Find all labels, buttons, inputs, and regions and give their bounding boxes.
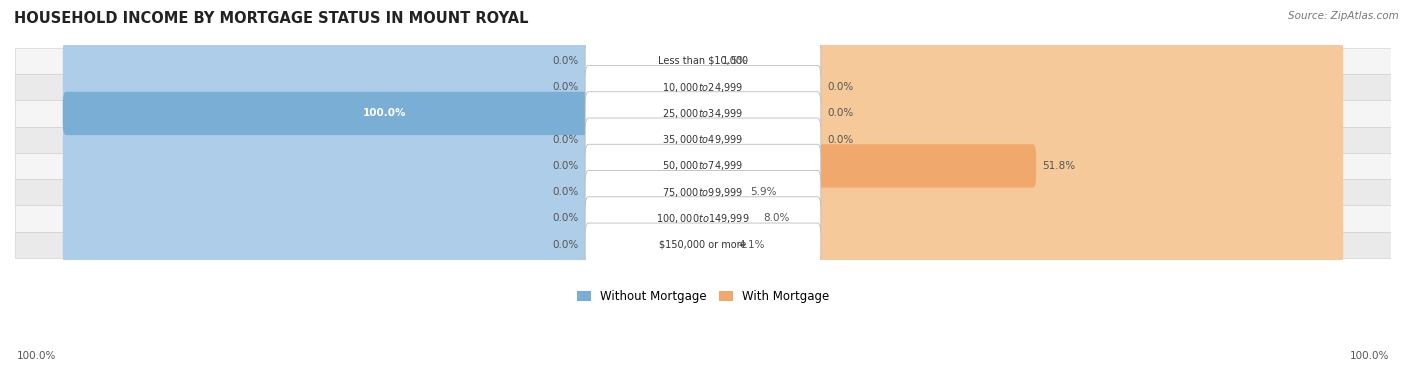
FancyBboxPatch shape bbox=[814, 144, 1343, 188]
Text: 0.0%: 0.0% bbox=[827, 109, 853, 118]
FancyBboxPatch shape bbox=[814, 197, 1343, 240]
Text: 0.0%: 0.0% bbox=[553, 135, 579, 145]
FancyBboxPatch shape bbox=[814, 223, 1343, 266]
Text: HOUSEHOLD INCOME BY MORTGAGE STATUS IN MOUNT ROYAL: HOUSEHOLD INCOME BY MORTGAGE STATUS IN M… bbox=[14, 11, 529, 26]
Text: 0.0%: 0.0% bbox=[553, 56, 579, 66]
Bar bbox=[15, 100, 1391, 127]
FancyBboxPatch shape bbox=[814, 66, 1343, 109]
Text: $35,000 to $49,999: $35,000 to $49,999 bbox=[662, 133, 744, 146]
FancyBboxPatch shape bbox=[63, 197, 592, 240]
Bar bbox=[15, 48, 1391, 74]
Text: $150,000 or more: $150,000 or more bbox=[659, 240, 747, 250]
Text: $100,000 to $149,999: $100,000 to $149,999 bbox=[657, 212, 749, 225]
Text: Less than $10,000: Less than $10,000 bbox=[658, 56, 748, 66]
FancyBboxPatch shape bbox=[700, 223, 733, 266]
Text: 5.9%: 5.9% bbox=[751, 187, 776, 197]
Text: 0.0%: 0.0% bbox=[553, 240, 579, 250]
FancyBboxPatch shape bbox=[585, 197, 821, 240]
Bar bbox=[15, 205, 1391, 231]
FancyBboxPatch shape bbox=[63, 118, 592, 161]
FancyBboxPatch shape bbox=[63, 144, 592, 188]
Text: $50,000 to $74,999: $50,000 to $74,999 bbox=[662, 159, 744, 172]
Bar bbox=[15, 127, 1391, 153]
Text: 51.8%: 51.8% bbox=[1042, 161, 1076, 171]
FancyBboxPatch shape bbox=[63, 92, 706, 135]
FancyBboxPatch shape bbox=[63, 223, 592, 266]
Text: $10,000 to $24,999: $10,000 to $24,999 bbox=[662, 81, 744, 93]
Text: 0.0%: 0.0% bbox=[553, 161, 579, 171]
FancyBboxPatch shape bbox=[585, 92, 821, 135]
FancyBboxPatch shape bbox=[63, 170, 592, 214]
Text: 0.0%: 0.0% bbox=[553, 213, 579, 224]
Text: 8.0%: 8.0% bbox=[763, 213, 790, 224]
Text: 4.1%: 4.1% bbox=[738, 240, 765, 250]
Text: $75,000 to $99,999: $75,000 to $99,999 bbox=[662, 186, 744, 199]
FancyBboxPatch shape bbox=[585, 66, 821, 109]
Text: $25,000 to $34,999: $25,000 to $34,999 bbox=[662, 107, 744, 120]
Text: 1.5%: 1.5% bbox=[723, 56, 748, 66]
FancyBboxPatch shape bbox=[700, 170, 744, 214]
Text: 0.0%: 0.0% bbox=[827, 82, 853, 92]
FancyBboxPatch shape bbox=[814, 118, 1343, 161]
Legend: Without Mortgage, With Mortgage: Without Mortgage, With Mortgage bbox=[572, 285, 834, 308]
FancyBboxPatch shape bbox=[63, 39, 592, 83]
Bar bbox=[15, 179, 1391, 205]
FancyBboxPatch shape bbox=[700, 197, 758, 240]
FancyBboxPatch shape bbox=[585, 170, 821, 214]
FancyBboxPatch shape bbox=[585, 223, 821, 266]
FancyBboxPatch shape bbox=[585, 39, 821, 83]
FancyBboxPatch shape bbox=[814, 39, 1343, 83]
FancyBboxPatch shape bbox=[700, 144, 1036, 188]
Text: 0.0%: 0.0% bbox=[553, 187, 579, 197]
FancyBboxPatch shape bbox=[63, 92, 592, 135]
FancyBboxPatch shape bbox=[585, 118, 821, 161]
FancyBboxPatch shape bbox=[63, 66, 592, 109]
FancyBboxPatch shape bbox=[700, 39, 716, 83]
FancyBboxPatch shape bbox=[585, 144, 821, 188]
Text: 100.0%: 100.0% bbox=[363, 109, 406, 118]
Bar bbox=[15, 74, 1391, 100]
FancyBboxPatch shape bbox=[814, 170, 1343, 214]
FancyBboxPatch shape bbox=[814, 92, 1343, 135]
Text: 100.0%: 100.0% bbox=[1350, 351, 1389, 361]
Text: 0.0%: 0.0% bbox=[553, 82, 579, 92]
Text: 100.0%: 100.0% bbox=[17, 351, 56, 361]
Text: Source: ZipAtlas.com: Source: ZipAtlas.com bbox=[1288, 11, 1399, 21]
Bar bbox=[15, 153, 1391, 179]
Text: 0.0%: 0.0% bbox=[827, 135, 853, 145]
Bar bbox=[15, 231, 1391, 258]
